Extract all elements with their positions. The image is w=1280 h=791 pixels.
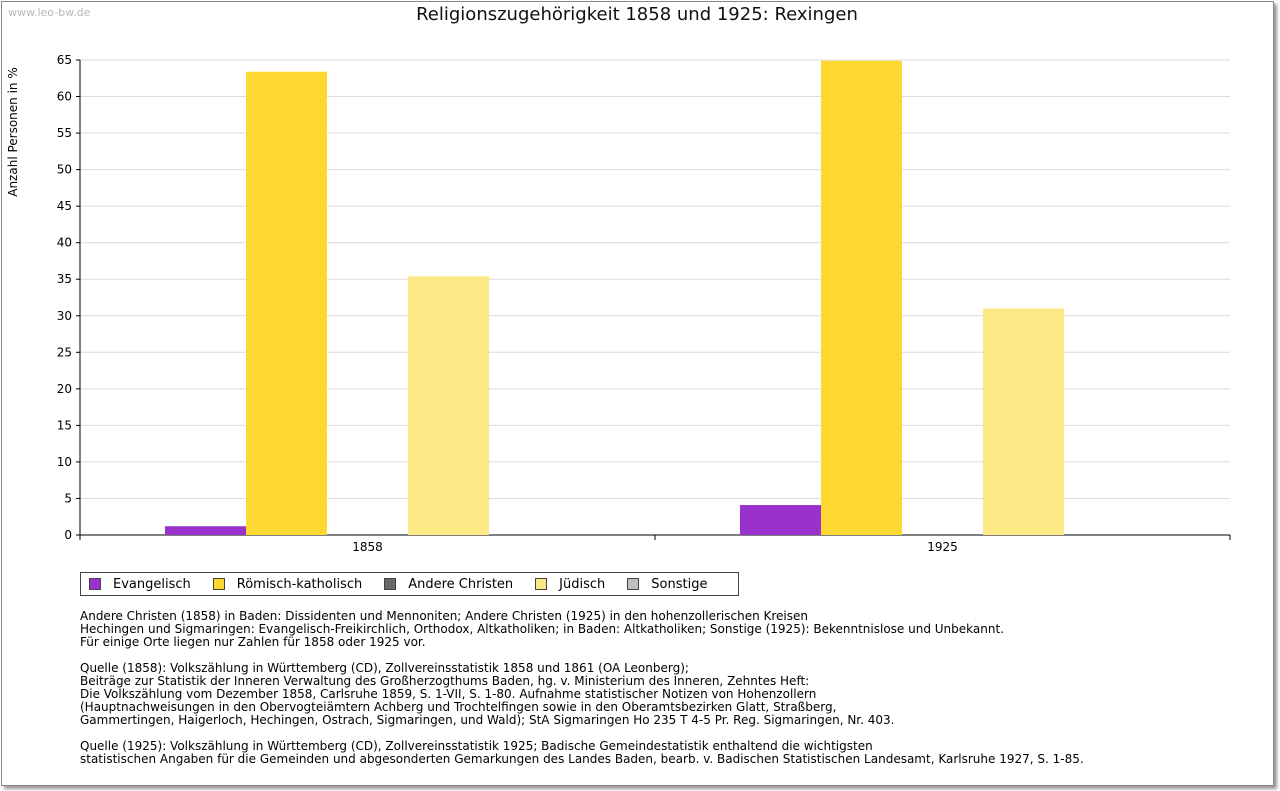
footnote-line: Für einige Orte liegen nur Zahlen für 18…	[80, 635, 426, 649]
footnote-line: Quelle (1925): Volkszählung in Württembe…	[80, 739, 873, 753]
watermark: www.leo-bw.de	[8, 6, 91, 19]
legend-item: Römisch-katholisch	[212, 576, 363, 592]
legend-item: Evangelisch	[89, 577, 191, 592]
y-tick-label: 10	[57, 455, 72, 469]
legend-swatch	[384, 578, 397, 590]
y-tick-label: 55	[57, 126, 72, 140]
legend-swatch	[627, 578, 640, 590]
x-tick-label: 1925	[927, 540, 958, 554]
legend-label: Andere Christen	[408, 576, 514, 592]
legend-label: Sonstige	[651, 576, 708, 592]
footnote-line: Andere Christen (1858) in Baden: Disside…	[80, 609, 808, 623]
legend-item: Jüdisch	[535, 577, 605, 592]
footnote-line: statistischen Angaben für die Gemeinden …	[80, 752, 1084, 766]
legend-swatch	[89, 578, 101, 590]
y-tick-label: 30	[57, 309, 72, 323]
bar	[165, 526, 246, 535]
y-tick-label: 45	[57, 199, 72, 213]
bar	[983, 308, 1064, 535]
legend-item: Sonstige	[627, 577, 707, 592]
y-tick-label: 40	[57, 236, 72, 250]
footnote-line: Gammertingen, Haigerloch, Hechingen, Ost…	[80, 713, 895, 727]
legend-swatch	[535, 578, 548, 590]
y-tick-label: 5	[64, 491, 72, 505]
legend: Evangelisch Römisch-katholisch Andere Chri…	[80, 572, 739, 596]
y-tick-label: 20	[57, 382, 72, 396]
footnote-paragraph: Quelle (1858): Volkszählung in Württembe…	[80, 662, 1260, 727]
legend-swatch	[212, 578, 225, 590]
legend-item: Andere Christen	[384, 577, 513, 592]
footnote-paragraph: Andere Christen (1858) in Baden: Disside…	[80, 610, 1260, 649]
footnote-line: Quelle (1858): Volkszählung in Württembe…	[80, 661, 689, 675]
y-tick-label: 15	[57, 418, 72, 432]
y-tick-label: 25	[57, 345, 72, 359]
bar	[246, 71, 327, 535]
legend-label: Evangelisch	[113, 576, 191, 592]
legend-label: Jüdisch	[559, 576, 606, 592]
y-tick-label: 0	[64, 528, 72, 542]
footnote-line: (Hauptnachweisungen in den Obervogteiämt…	[80, 700, 837, 714]
bar	[740, 505, 821, 535]
chart-title: Religionszugehörigkeit 1858 und 1925: Re…	[416, 4, 858, 25]
footnote-line: Beiträge zur Statistik der Inneren Verwa…	[80, 674, 810, 688]
legend-label: Römisch-katholisch	[236, 576, 363, 592]
bar	[821, 60, 902, 535]
bar	[408, 276, 489, 535]
bar-chart: 0 5 10 15 20 25 30 35 40 45 50 55 60 65 1858 1925	[57, 53, 1231, 554]
footnote-line: Hechingen und Sigmaringen: Evangelisch-F…	[80, 622, 1004, 636]
x-tick-label: 1858	[352, 540, 383, 554]
y-tick-label: 50	[57, 163, 72, 177]
footnote-line: Die Volkszählung vom Dezember 1858, Carl…	[80, 687, 817, 701]
footnote-paragraph: Quelle (1925): Volkszählung in Württembe…	[80, 740, 1260, 766]
y-tick-label: 65	[57, 53, 72, 67]
y-tick-label: 35	[57, 272, 72, 286]
footnotes: Andere Christen (1858) in Baden: Disside…	[80, 610, 1260, 779]
y-tick-label: 60	[57, 90, 72, 104]
